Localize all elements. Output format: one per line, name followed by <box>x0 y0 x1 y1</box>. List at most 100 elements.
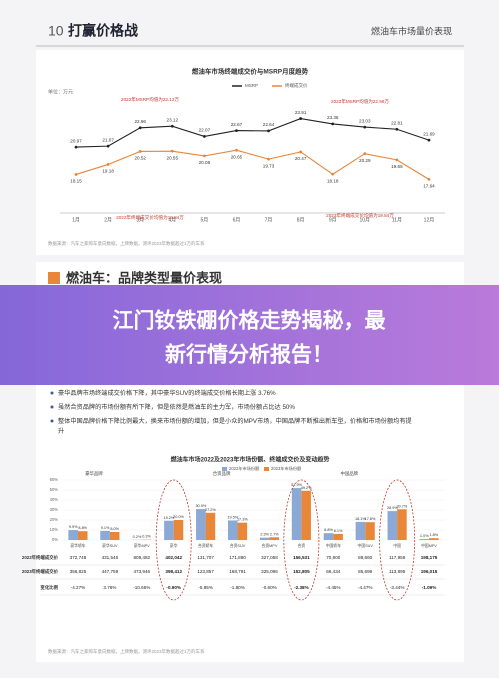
data-label: 20.47 <box>295 156 307 161</box>
cell: 70,800 <box>326 555 340 560</box>
cell: 171,890 <box>229 555 246 560</box>
bar <box>100 530 110 540</box>
cell: -0.60% <box>262 585 277 590</box>
bar <box>419 539 430 540</box>
x-tick-label: 5月 <box>200 217 208 223</box>
data-label: 20.65 <box>231 154 243 159</box>
banner-line2: 新行情分析报告！ <box>165 343 333 367</box>
data-label: 19.73 <box>263 163 275 168</box>
bar <box>227 520 238 540</box>
point <box>427 177 431 181</box>
cell: 89,660 <box>358 555 372 560</box>
cell: 117,956 <box>389 555 406 560</box>
row-label: 变化比例 <box>40 584 58 591</box>
data-label: 0.2% <box>133 535 142 539</box>
x-tick-label: 8月 <box>297 217 305 223</box>
data-label: 6.8% <box>324 528 333 532</box>
brand: 打赢价格战 <box>68 23 138 39</box>
data-label: 22.96 <box>134 119 146 124</box>
cell: -4.47% <box>358 585 373 590</box>
data-label: 21.69 <box>423 131 435 136</box>
data-label: 30.9% <box>195 504 206 508</box>
cell: -4.45% <box>326 585 341 590</box>
bullet-text: 整体中国品牌价格下降比例最大，换来市场份额的增加，但是小众的MPV市场，中国品牌… <box>58 417 412 435</box>
x-tick-label: 2月 <box>104 217 112 223</box>
legend-label: MSRP <box>245 83 258 88</box>
x-tick-label: 中国SUV <box>358 543 374 548</box>
group-label: 中国品牌 <box>340 470 358 477</box>
data-label: 20.97 <box>70 138 82 143</box>
data-label: 17.64 <box>423 184 435 189</box>
x-tick-label: 11月 <box>392 217 402 223</box>
x-tick-label: 3月 <box>136 217 144 223</box>
data-label: 22.07 <box>199 128 211 133</box>
legend-swatch <box>222 467 227 471</box>
line-series <box>76 118 430 148</box>
data-label: 2.7% <box>270 532 279 536</box>
data-label: 2.3% <box>260 533 269 537</box>
cell: 372,748 <box>70 555 87 560</box>
bullet-text: 虽然合资品牌的市场份额有所下降，但是依然是燃油车的主力军，市场份额占比达 50% <box>58 403 295 411</box>
data-label: 22.67 <box>231 122 243 127</box>
data-label: 8.0% <box>110 527 119 531</box>
point <box>427 138 431 142</box>
bar <box>355 521 366 540</box>
data-label: 23.12 <box>167 117 179 122</box>
annotation: 2022年终端成交价均值为19.84万 <box>116 214 184 221</box>
chart1-title: 燃油车市场终端成交价与MSRP月度趋势 <box>192 67 309 76</box>
chart1-card <box>36 50 464 255</box>
data-label: 20.0% <box>173 515 184 519</box>
cell: 473,946 <box>133 569 150 574</box>
point <box>331 172 335 176</box>
bar <box>237 522 248 540</box>
x-tick-label: 合资MPV <box>262 543 278 548</box>
x-tick-label: 合资SUV <box>230 543 246 548</box>
data-label: 20.55 <box>167 155 179 160</box>
cell: 447,759 <box>102 569 119 574</box>
bar <box>68 530 78 540</box>
legend-label: 终端成交价 <box>285 82 308 89</box>
bar <box>77 531 88 540</box>
data-label: 19.18 <box>102 169 114 174</box>
data-label: 17.3% <box>237 518 248 522</box>
bar <box>429 538 439 540</box>
point <box>170 124 174 128</box>
x-tick-label: 7月 <box>265 217 273 223</box>
bar <box>259 537 270 540</box>
cell: 113,895 <box>389 569 406 574</box>
data-label: 0.3% <box>142 535 151 539</box>
highlight <box>283 479 320 601</box>
bar <box>323 533 334 540</box>
bar <box>397 509 407 540</box>
cell: -2.38% <box>294 585 309 590</box>
cell: -4.27% <box>71 585 86 590</box>
point <box>202 154 206 158</box>
bar <box>387 511 398 540</box>
row-label: 2023年终端成交价 <box>22 568 59 575</box>
x-tick-label: 豪华MPV <box>134 543 150 548</box>
bar <box>196 509 206 540</box>
data-label: 23.91 <box>295 110 307 115</box>
point <box>74 145 78 149</box>
annotation: 2023年终端成交价均值为19.84万 <box>326 212 394 219</box>
data-label: 20.52 <box>134 156 146 161</box>
chart2-title: 燃油车市场2022及2023年市场份额、终端成交价及变动趋势 <box>171 456 330 464</box>
section-title: 燃油车：品牌类型量价表现 <box>66 270 222 285</box>
cell: 196,015 <box>421 569 438 574</box>
header-section: 燃油车市场量价表现 <box>371 25 452 36</box>
point <box>363 152 367 156</box>
group-label: 合资品牌 <box>213 470 231 477</box>
y-tick-label: 20% <box>50 517 59 522</box>
page-number: 10 <box>48 23 64 39</box>
x-tick-label: 10月 <box>360 217 371 223</box>
point <box>235 148 238 152</box>
cell: 3.76% <box>103 585 116 590</box>
x-tick-label: 豪华 <box>170 543 178 548</box>
bar <box>164 520 174 540</box>
data-label: 51.9% <box>291 483 302 487</box>
point <box>299 117 303 120</box>
point <box>138 126 142 130</box>
x-tick-label: 中国轿车 <box>326 543 341 548</box>
y-tick-label: 0% <box>52 537 58 542</box>
data-label: 18.18 <box>327 178 339 183</box>
